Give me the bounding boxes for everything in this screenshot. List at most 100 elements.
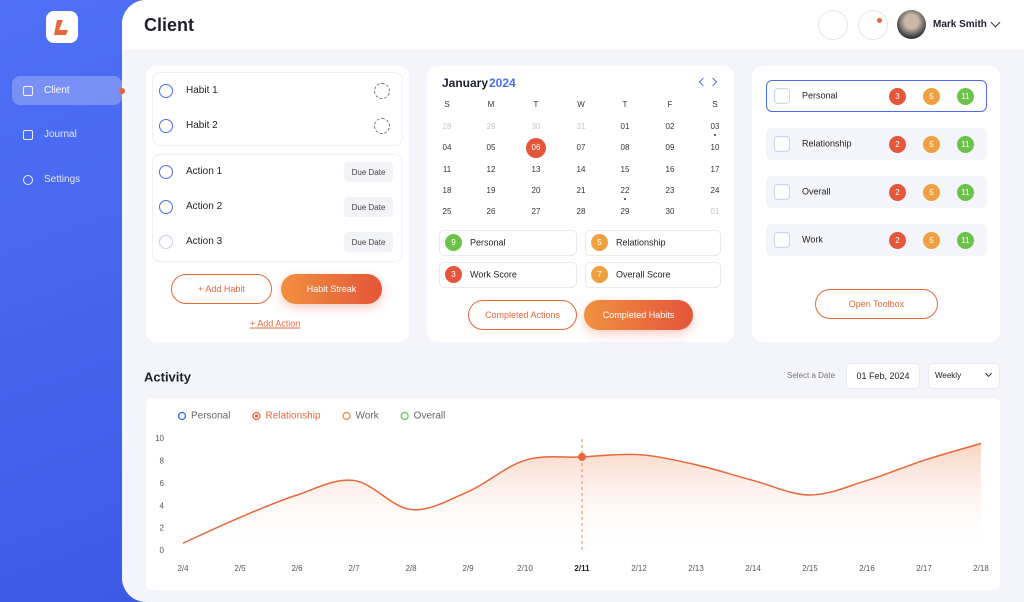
category-row[interactable] <box>766 224 987 256</box>
check-circle[interactable] <box>159 165 173 179</box>
calendar-day[interactable]: 02 <box>665 122 675 131</box>
calendar-day[interactable]: 31 <box>576 122 586 131</box>
user-name: Mark Smith <box>933 19 987 30</box>
calendar-day[interactable]: 10 <box>710 143 720 152</box>
event-dot <box>714 134 716 136</box>
completed-actions-button[interactable]: Completed Actions <box>468 300 577 330</box>
habits-box <box>152 72 403 146</box>
calendar-day[interactable]: 12 <box>486 165 496 174</box>
calendar-day[interactable]: 18 <box>442 186 452 195</box>
avatar[interactable] <box>897 10 926 39</box>
calendar-day[interactable]: 01 <box>620 122 630 131</box>
check-circle[interactable] <box>159 84 173 98</box>
calendar-day[interactable]: 22 <box>620 186 630 195</box>
x-tick-label: 2/4 <box>177 564 189 573</box>
calendar-day[interactable]: 15 <box>620 165 630 174</box>
period-value: Weekly <box>935 371 962 380</box>
category-row[interactable] <box>766 128 987 160</box>
nav-item[interactable]: Journal <box>44 129 77 140</box>
settings-button[interactable] <box>374 118 390 134</box>
calendar-day[interactable]: 04 <box>442 143 452 152</box>
x-tick-label: 2/17 <box>916 564 932 573</box>
score-badge: 9 <box>445 234 462 251</box>
calendar-day[interactable]: 19 <box>486 186 496 195</box>
due-date-button[interactable]: Due Date <box>344 162 393 182</box>
category-count: 5 <box>923 232 940 249</box>
calendar-card <box>427 66 734 342</box>
x-tick-label: 2/9 <box>462 564 474 573</box>
calendar-day[interactable]: 23 <box>665 186 675 195</box>
category-count: 2 <box>889 232 906 249</box>
calendar-day[interactable]: 13 <box>531 165 541 174</box>
x-tick-label: 2/15 <box>802 564 818 573</box>
legend-marker <box>177 411 187 421</box>
completed-habits-button[interactable]: Completed Habits <box>584 300 693 330</box>
calendar-day[interactable]: 17 <box>710 165 720 174</box>
calendar-day[interactable]: 09 <box>665 143 675 152</box>
calendar-day[interactable]: 07 <box>576 143 586 152</box>
calendar-day[interactable]: 08 <box>620 143 630 152</box>
calendar-day[interactable]: 05 <box>486 143 496 152</box>
sidebar <box>0 0 140 602</box>
category-row[interactable] <box>766 80 987 112</box>
page-title: Client <box>144 15 195 35</box>
nav-item[interactable]: Settings <box>44 174 81 185</box>
calendar-day[interactable]: 01 <box>710 207 720 216</box>
calendar-day[interactable]: 29 <box>486 122 496 131</box>
calendar-day[interactable]: 28 <box>576 207 586 216</box>
score-label: Relationship <box>616 237 666 248</box>
score-badge: 3 <box>445 266 462 283</box>
nav-icon <box>23 130 33 140</box>
habit-label: Habit 1 <box>186 85 218 96</box>
notification-dot <box>877 18 882 23</box>
due-date-button[interactable]: Due Date <box>344 232 393 252</box>
calendar-day[interactable]: 25 <box>442 207 452 216</box>
check-circle[interactable] <box>159 235 173 249</box>
add-habit-button[interactable]: + Add Habit <box>171 274 272 304</box>
category-row[interactable] <box>766 176 987 208</box>
due-date-button[interactable]: Due Date <box>344 197 393 217</box>
x-tick-label: 2/5 <box>234 564 246 573</box>
category-count: 11 <box>957 232 974 249</box>
weekday: S <box>444 100 450 109</box>
legend-label: Overall <box>414 411 446 422</box>
notification-button[interactable] <box>858 10 888 40</box>
settings-button[interactable] <box>374 83 390 99</box>
category-count: 5 <box>923 184 940 201</box>
calendar-day[interactable]: 06 <box>531 143 541 152</box>
calendar-day[interactable]: 27 <box>531 207 541 216</box>
calendar-day[interactable]: 14 <box>576 165 586 174</box>
check-circle[interactable] <box>159 200 173 214</box>
calendar-day[interactable]: 30 <box>531 122 541 131</box>
weekday: S <box>712 100 718 109</box>
calendar-day[interactable]: 16 <box>665 165 675 174</box>
period-select[interactable] <box>928 363 1000 389</box>
calendar-day[interactable]: 21 <box>576 186 586 195</box>
calendar-day[interactable]: 28 <box>442 122 452 131</box>
habit-streak-button[interactable]: Habit Streak <box>281 274 382 304</box>
category-count: 3 <box>889 88 906 105</box>
date-label: Select a Date <box>787 371 836 380</box>
category-icon <box>774 136 790 152</box>
date-picker[interactable]: 01 Feb, 2024 <box>846 363 920 389</box>
logo[interactable] <box>46 11 78 43</box>
calendar-day[interactable]: 29 <box>620 207 630 216</box>
calendar-day[interactable]: 30 <box>665 207 675 216</box>
nav-item[interactable]: Client <box>44 85 70 96</box>
y-tick-label: 4 <box>160 501 165 510</box>
calendar-day[interactable]: 20 <box>531 186 541 195</box>
nav-icon <box>23 175 33 185</box>
category-count: 11 <box>957 88 974 105</box>
action-label: Action 3 <box>186 236 223 247</box>
x-tick-label: 2/10 <box>517 564 533 573</box>
add-action-link[interactable]: + Add Action <box>250 318 301 329</box>
category-icon <box>774 232 790 248</box>
calendar-day[interactable]: 24 <box>710 186 720 195</box>
calendar-day[interactable]: 03 <box>710 122 720 131</box>
calendar-day[interactable]: 11 <box>442 165 452 174</box>
x-tick-label: 2/8 <box>405 564 417 573</box>
support-button[interactable] <box>818 10 848 40</box>
calendar-day[interactable]: 26 <box>486 207 496 216</box>
check-circle[interactable] <box>159 119 173 133</box>
open-toolbox-button[interactable]: Open Toolbox <box>815 289 938 319</box>
